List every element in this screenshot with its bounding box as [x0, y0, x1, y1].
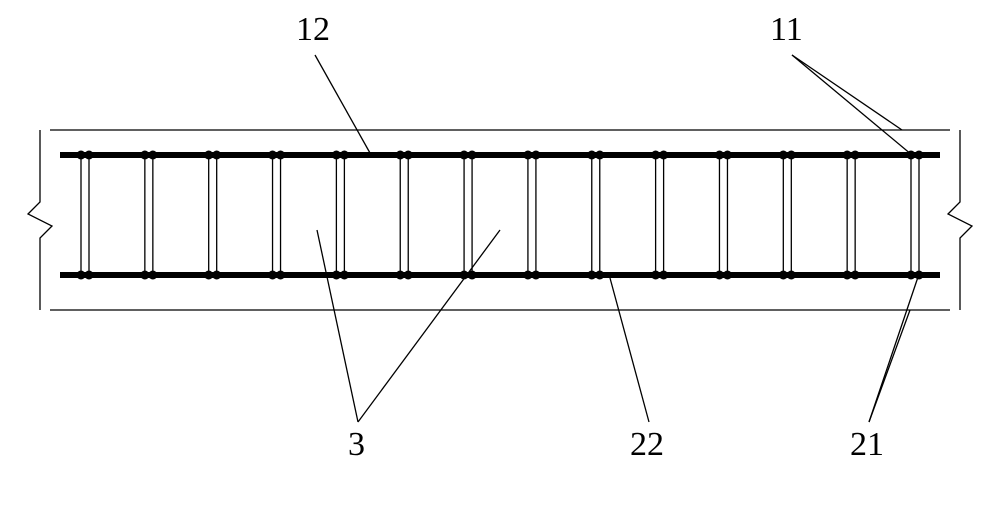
- callout-21: 21: [850, 277, 918, 463]
- stirrup: [140, 151, 157, 280]
- stirrup: [332, 151, 349, 280]
- callout-label-12: 12: [296, 11, 330, 48]
- callout-22: 22: [610, 278, 664, 463]
- callout-label-11: 11: [770, 11, 803, 48]
- diagram-canvas: 12 11 3 22 21: [0, 0, 1000, 529]
- stirrup: [77, 151, 94, 280]
- stirrup: [396, 151, 413, 280]
- stirrup: [460, 151, 477, 280]
- stirrup: [715, 151, 732, 280]
- callout-label-3: 3: [348, 426, 365, 463]
- callout-label-22: 22: [630, 426, 664, 463]
- callout-label-21: 21: [850, 426, 884, 463]
- callout-11: 11: [770, 11, 912, 155]
- stirrup: [587, 151, 604, 280]
- stirrup: [204, 151, 221, 280]
- break-symbol-right: [948, 130, 972, 310]
- break-symbol-left: [28, 130, 52, 310]
- stirrup: [779, 151, 796, 280]
- callout-12: 12: [296, 11, 370, 153]
- stirrup: [268, 151, 285, 280]
- stirrup: [651, 151, 668, 280]
- stirrup: [907, 151, 924, 280]
- stirrup: [843, 151, 860, 280]
- stirrup: [523, 151, 540, 280]
